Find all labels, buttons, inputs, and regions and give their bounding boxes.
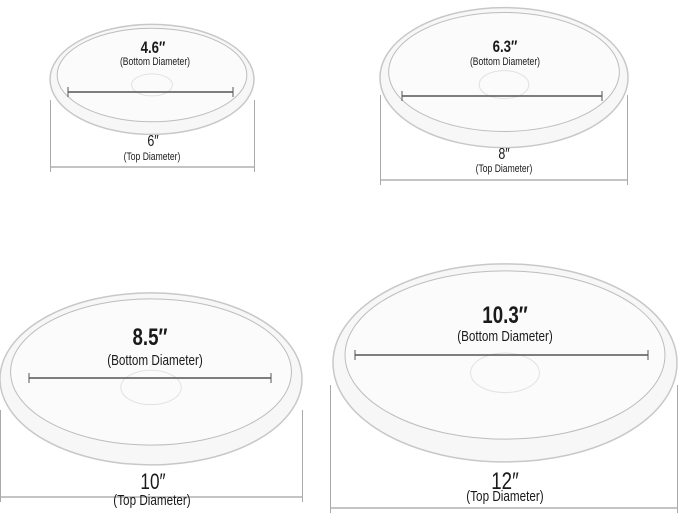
saucer-4-center-disc [470,352,540,394]
saucer-4-top-label: (Top Diameter) [466,488,544,505]
saucer-1-top-value: 6″ [147,133,159,150]
saucer-1-bottom-value: 4.6″ [140,38,166,57]
saucer-3-center-disc [120,369,182,406]
saucer-2-center-disc [478,70,530,100]
saucer-2-bottom-value: 6.3″ [492,37,518,56]
saucer-3-bottom-value: 8.5″ [132,324,168,351]
saucer-1-bottom-label: (Bottom Diameter) [119,56,191,68]
saucer-4-top-value: 12″ [491,468,519,495]
saucer-1-top-label: (Top Diameter) [123,151,181,163]
saucer-2-inner-rim [388,12,620,132]
saucer-3-bottom-label: (Bottom Diameter) [107,352,203,369]
saucer-1-center-disc [131,73,173,97]
saucer-3-inner-rim [10,298,292,446]
saucer-4-bottom-label: (Bottom Diameter) [457,328,553,345]
saucer-2-top-value: 8″ [498,146,510,163]
saucer-3-top-label: (Top Diameter) [113,492,191,509]
saucer-2-bottom-label: (Bottom Diameter) [469,56,541,68]
saucer-1-inner-rim [56,27,248,123]
saucer-2-top-label: (Top Diameter) [475,163,533,175]
saucer-3-top-value: 10″ [140,469,166,494]
saucer-4-bottom-value: 10.3″ [482,302,528,329]
